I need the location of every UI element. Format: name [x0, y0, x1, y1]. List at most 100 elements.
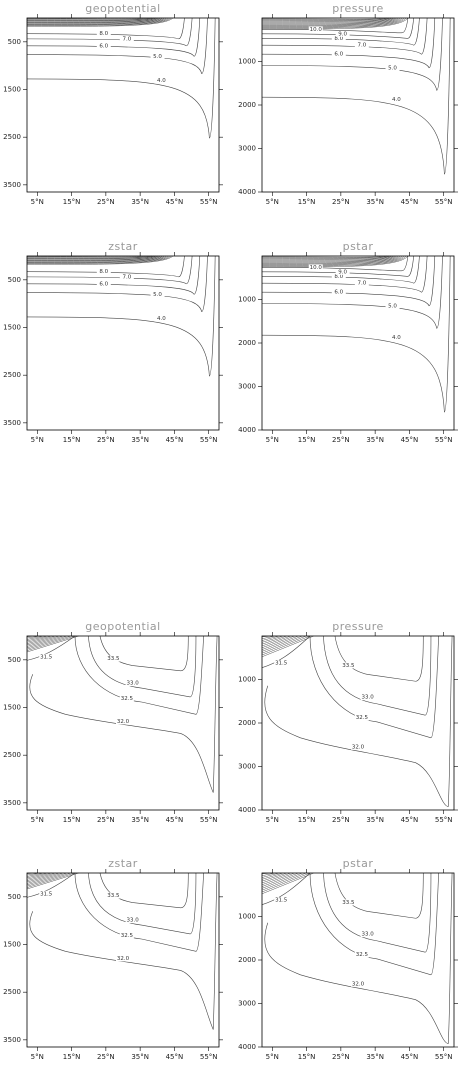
- contour-label: 33.0: [361, 695, 374, 701]
- contour-line-minor: [26, 255, 154, 258]
- contour-label: 4.0: [392, 335, 401, 341]
- y-tick-label: 500: [8, 38, 21, 46]
- x-tick-label: 25°N: [332, 816, 350, 824]
- contour-line: [88, 872, 197, 935]
- contour-label: 5.0: [388, 303, 397, 309]
- x-tick-label: 25°N: [97, 436, 115, 444]
- y-tick-label: 3000: [238, 383, 256, 391]
- contour-line: [264, 635, 453, 807]
- x-tick-label: 15°N: [63, 436, 81, 444]
- contour-label: 33.0: [361, 932, 374, 938]
- contour-label-bg: [308, 264, 323, 271]
- y-tick-label: 2000: [238, 719, 256, 727]
- plot-frame: [26, 17, 220, 193]
- contour-line-minor: [261, 17, 395, 23]
- contour-line-minor: [261, 255, 409, 268]
- contour-label: 5.0: [153, 54, 162, 60]
- contour-line-minor: [26, 17, 160, 22]
- x-tick-label: 25°N: [332, 436, 350, 444]
- contour-line-minor: [26, 872, 68, 886]
- contour-line-minor: [26, 17, 170, 26]
- contour-label: 32.5: [356, 715, 369, 721]
- contour-line-minor: [261, 635, 311, 656]
- contour-label-bg: [106, 892, 121, 899]
- contour-line-minor: [26, 255, 164, 262]
- contour-line: [261, 255, 428, 293]
- contour-line-minor: [261, 17, 391, 22]
- x-tick-label: 15°N: [63, 198, 81, 206]
- contour-line-minor: [26, 17, 154, 20]
- x-tick-label: 5°N: [266, 816, 279, 824]
- contour-label: 5.0: [388, 65, 397, 71]
- contour-line: [26, 17, 216, 139]
- contour-line-minor: [26, 872, 53, 880]
- y-tick-label: 3000: [238, 763, 256, 771]
- contour-line-minor: [26, 255, 160, 260]
- contour-label: 33.5: [342, 900, 355, 906]
- plot-frame: [26, 635, 220, 811]
- x-tick-label: 45°N: [166, 816, 184, 824]
- y-tick-label: 3000: [238, 145, 256, 153]
- contour-label-bg: [119, 273, 134, 280]
- contour-line-minor: [26, 17, 162, 23]
- contour-label-bg: [116, 718, 130, 725]
- contour-line-minor: [261, 635, 307, 654]
- x-tick-label: 15°N: [298, 436, 316, 444]
- contour-label-bg: [331, 289, 346, 296]
- contour-line: [261, 635, 311, 668]
- x-tick-label: 55°N: [435, 436, 453, 444]
- contour-line-minor: [261, 872, 288, 882]
- contour-line-minor: [261, 635, 291, 647]
- contour-label-bg: [106, 655, 121, 662]
- plot-frame: [261, 872, 455, 1048]
- contour-label: 7.0: [357, 43, 366, 49]
- plot-frame: [26, 872, 220, 1048]
- x-tick-label: 35°N: [131, 436, 149, 444]
- contour-line: [334, 635, 424, 682]
- contour-line-minor: [261, 17, 399, 25]
- y-tick-label: 1000: [238, 913, 256, 921]
- y-tick-label: 2000: [238, 956, 256, 964]
- x-tick-label: 35°N: [131, 816, 149, 824]
- y-tick-label: 500: [8, 893, 21, 901]
- contour-line-minor: [261, 872, 280, 878]
- contour-line-minor: [261, 255, 391, 260]
- contour-line-minor: [26, 255, 172, 264]
- contour-label-bg: [119, 35, 134, 42]
- contour-label-bg: [335, 30, 350, 37]
- contour-label-bg: [96, 268, 111, 275]
- contour-label: 32.5: [356, 952, 369, 958]
- x-tick-label: 5°N: [266, 436, 279, 444]
- contour-line-minor: [261, 255, 395, 261]
- contour-line-minor: [261, 635, 295, 648]
- panel-title: zstar: [108, 240, 138, 253]
- contour-line-minor: [261, 17, 405, 28]
- contour-line-minor: [261, 872, 307, 891]
- x-tick-label: 55°N: [200, 816, 218, 824]
- contour-line-minor: [26, 872, 72, 887]
- contour-line-minor: [261, 872, 284, 880]
- x-tick-label: 45°N: [166, 1053, 184, 1061]
- contour-line-minor: [26, 872, 49, 879]
- contour-line: [88, 635, 197, 698]
- y-tick-label: 4000: [238, 1043, 256, 1051]
- x-tick-label: 55°N: [200, 198, 218, 206]
- contour-label-bg: [39, 653, 54, 660]
- panel: pstar 4.0 5.0 6.0 7.0 8.09.0 10.0 1000 2000 3000 4…: [238, 240, 458, 444]
- contour-line-minor: [261, 872, 291, 884]
- x-tick-label: 55°N: [435, 1053, 453, 1061]
- contour-line-minor: [261, 872, 299, 887]
- panel-title: zstar: [108, 857, 138, 870]
- contour-label: 6.0: [334, 290, 343, 296]
- contour-line: [261, 872, 311, 905]
- contour-line-minor: [261, 255, 399, 263]
- y-tick-label: 2500: [3, 371, 21, 379]
- contour-line-minor: [26, 635, 56, 644]
- contour-label-bg: [116, 955, 130, 962]
- contour-line: [261, 17, 409, 34]
- contour-line-minor: [26, 635, 79, 653]
- contour-line-minor: [26, 635, 45, 640]
- contour-label-bg: [360, 931, 375, 938]
- contour-line: [26, 17, 193, 47]
- contour-line-minor: [261, 255, 393, 260]
